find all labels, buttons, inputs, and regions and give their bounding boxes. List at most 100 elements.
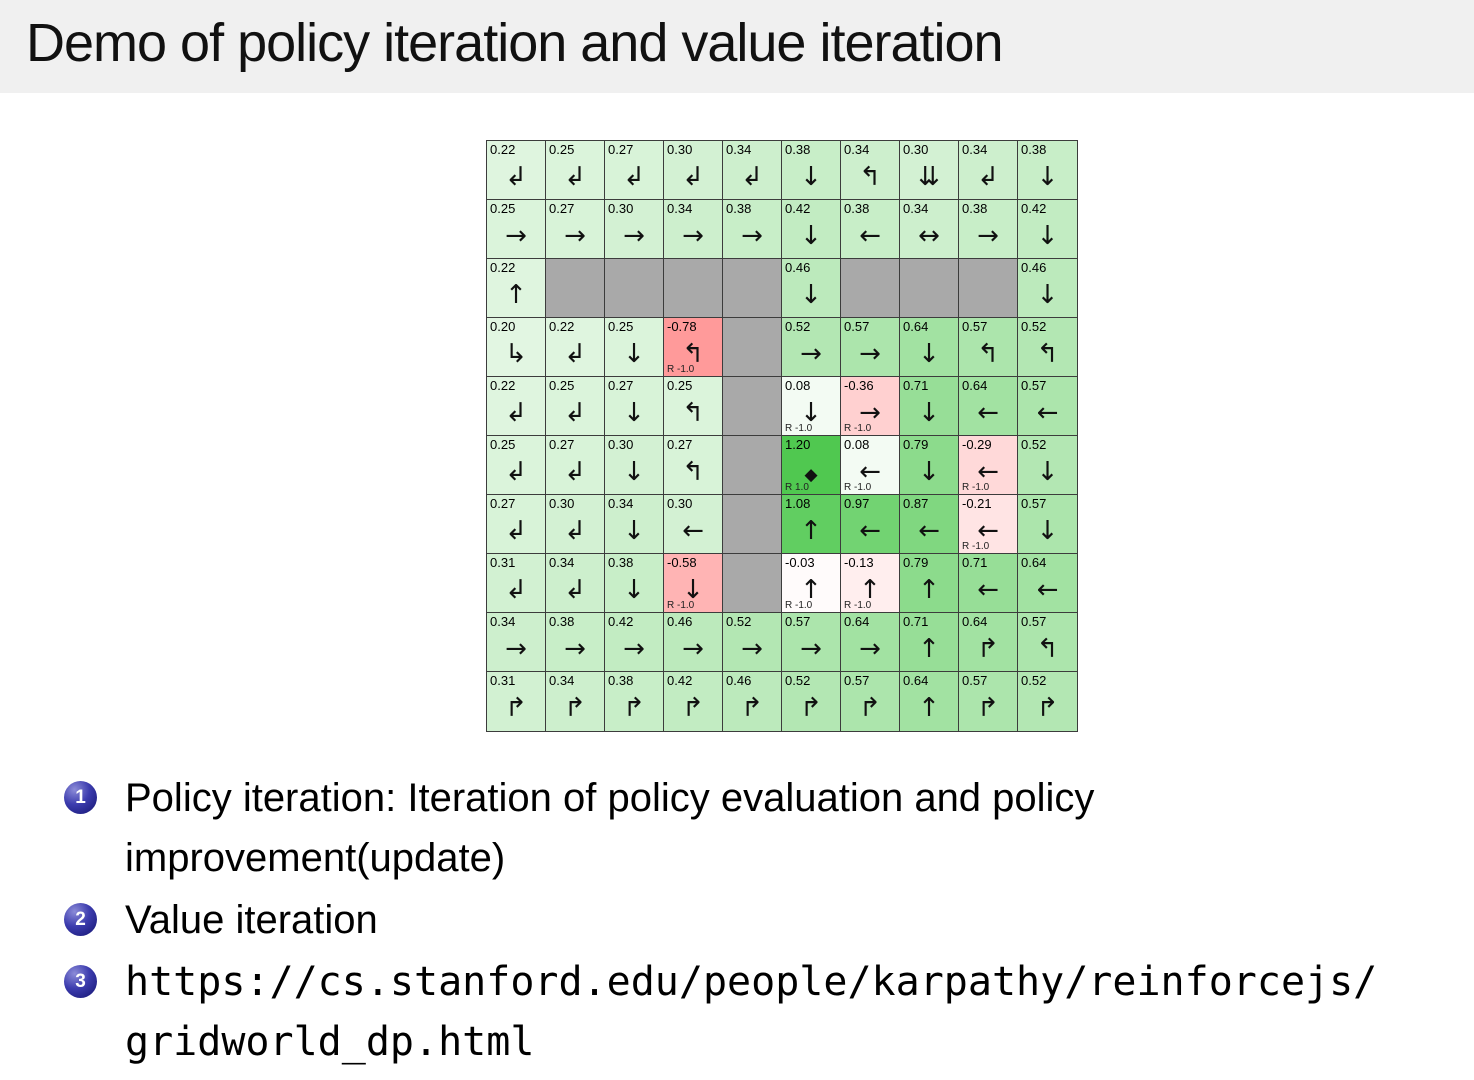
reward-label: R -1.0	[667, 600, 695, 611]
policy-arrow-icon: ↱	[977, 634, 999, 664]
cell-value: 0.30	[608, 437, 634, 452]
grid-cell: 0.34 →	[487, 613, 546, 672]
grid-cell: 0.52 ↱	[1018, 672, 1077, 731]
policy-arrow-icon: ↰	[1036, 634, 1059, 664]
policy-arrow-icon: ↲	[741, 162, 763, 192]
policy-arrow-icon: ↑	[800, 516, 822, 546]
grid-cell: -0.36 → R -1.0	[841, 377, 900, 436]
grid-cell: 0.64 ←	[1018, 554, 1077, 613]
policy-arrow-icon: ↓	[1036, 221, 1059, 251]
grid-cell: 0.42 ↓	[782, 200, 841, 259]
policy-arrow-icon: ↓	[800, 280, 822, 310]
cell-value: 0.34	[726, 142, 752, 157]
list-item: 3 https://cs.stanford.edu/people/karpath…	[56, 952, 1436, 1072]
policy-arrow-icon: ↲	[682, 162, 704, 192]
policy-arrow-icon: ↓	[623, 339, 645, 369]
policy-arrow-icon: ↑	[505, 280, 527, 310]
policy-arrow-icon: ↱	[623, 693, 645, 723]
policy-arrow-icon: ↲	[564, 398, 586, 428]
grid-cell: 0.25 ↲	[546, 141, 605, 200]
cell-value: 0.38	[1021, 142, 1047, 157]
policy-arrow-icon: ↲	[564, 516, 586, 546]
cell-value: 0.64	[962, 378, 988, 393]
cell-value: 0.52	[785, 319, 811, 334]
policy-arrow-icon: →	[682, 634, 704, 664]
cell-value: 0.22	[490, 378, 516, 393]
policy-arrow-icon: →	[859, 339, 881, 369]
slide-title: Demo of policy iteration and value itera…	[26, 13, 1004, 73]
cell-value: 0.27	[667, 437, 693, 452]
wall-cell	[664, 259, 723, 318]
reward-label: R -1.0	[962, 541, 990, 552]
cell-value: 0.31	[490, 673, 516, 688]
wall-cell	[723, 495, 782, 554]
policy-arrow-icon: ↰	[859, 162, 881, 192]
grid-cell: 0.34 ↲	[546, 554, 605, 613]
reward-label: R -1.0	[844, 423, 872, 434]
grid-cell: 1.08 ↑	[782, 495, 841, 554]
grid-cell: 0.08 ↓ R -1.0	[782, 377, 841, 436]
cell-value: 0.25	[490, 201, 516, 216]
cell-value: 0.64	[1021, 555, 1047, 570]
cell-value: 0.64	[903, 673, 929, 688]
policy-arrow-icon: ↑	[918, 634, 940, 664]
policy-arrow-icon: ↲	[564, 575, 586, 605]
cell-value: 0.34	[844, 142, 870, 157]
grid-cell: 0.97 ←	[841, 495, 900, 554]
grid-cell: 0.64 ↑	[900, 672, 959, 731]
cell-value: 0.71	[962, 555, 988, 570]
policy-arrow-icon: ↑	[800, 575, 822, 605]
policy-arrow-icon: ↱	[977, 693, 999, 723]
policy-arrow-icon: ↰	[977, 339, 999, 369]
policy-arrow-icon: →	[564, 221, 586, 251]
grid-cell: 0.27 ↲	[546, 436, 605, 495]
url-link[interactable]: https://cs.stanford.edu/people/karpathy/…	[125, 959, 1378, 1065]
grid-cell: 0.46 →	[664, 613, 723, 672]
grid-cell: 0.38 ←	[841, 200, 900, 259]
wall-cell	[723, 554, 782, 613]
cell-value: 0.30	[903, 142, 929, 157]
cell-value: 0.25	[549, 378, 575, 393]
grid-cell: 1.20 ◆ R 1.0	[782, 436, 841, 495]
grid-cell: 0.25 ↰	[664, 377, 723, 436]
grid-cell: 0.22 ↲	[487, 377, 546, 436]
policy-arrow-icon: ↓	[918, 398, 940, 428]
reward-label: R -1.0	[844, 482, 872, 493]
cell-value: -0.78	[667, 319, 697, 334]
grid-cell: 0.27 ↓	[605, 377, 664, 436]
reward-label: R 1.0	[785, 482, 809, 493]
policy-arrow-icon: →	[741, 634, 763, 664]
grid-cell: 0.52 →	[782, 318, 841, 377]
policy-arrow-icon: ↱	[1036, 693, 1059, 723]
grid-cell: 0.20 ↳	[487, 318, 546, 377]
cell-value: 0.42	[1021, 201, 1047, 216]
cell-value: 0.25	[608, 319, 634, 334]
grid-cell: 0.34 ↔	[900, 200, 959, 259]
grid-cell: 0.38 ↱	[605, 672, 664, 731]
grid-cell: -0.03 ↑ R -1.0	[782, 554, 841, 613]
cell-value: 0.22	[549, 319, 575, 334]
grid-cell: 0.22 ↲	[487, 141, 546, 200]
policy-arrow-icon: ↑	[859, 575, 881, 605]
policy-arrow-icon: ←	[918, 516, 940, 546]
cell-value: 0.38	[844, 201, 870, 216]
cell-value: -0.29	[962, 437, 992, 452]
cell-value: 0.46	[785, 260, 811, 275]
grid-cell: 0.57 ↱	[841, 672, 900, 731]
grid-cell: 0.25 ↲	[546, 377, 605, 436]
cell-value: 0.52	[1021, 673, 1047, 688]
cell-value: -0.03	[785, 555, 815, 570]
policy-arrow-icon: ↱	[682, 693, 704, 723]
policy-arrow-icon: ↲	[505, 516, 527, 546]
grid-cell: 0.71 ↑	[900, 613, 959, 672]
cell-value: 0.34	[608, 496, 634, 511]
cell-value: 0.25	[549, 142, 575, 157]
cell-value: 0.46	[726, 673, 752, 688]
policy-arrow-icon: ↓	[623, 516, 645, 546]
grid-cell: 0.57 ↰	[1018, 613, 1077, 672]
policy-arrow-icon: ↑	[918, 575, 940, 605]
cell-value: 0.34	[903, 201, 929, 216]
policy-arrow-icon: →	[564, 634, 586, 664]
cell-value: 0.64	[844, 614, 870, 629]
policy-arrow-icon: ↓	[800, 162, 822, 192]
